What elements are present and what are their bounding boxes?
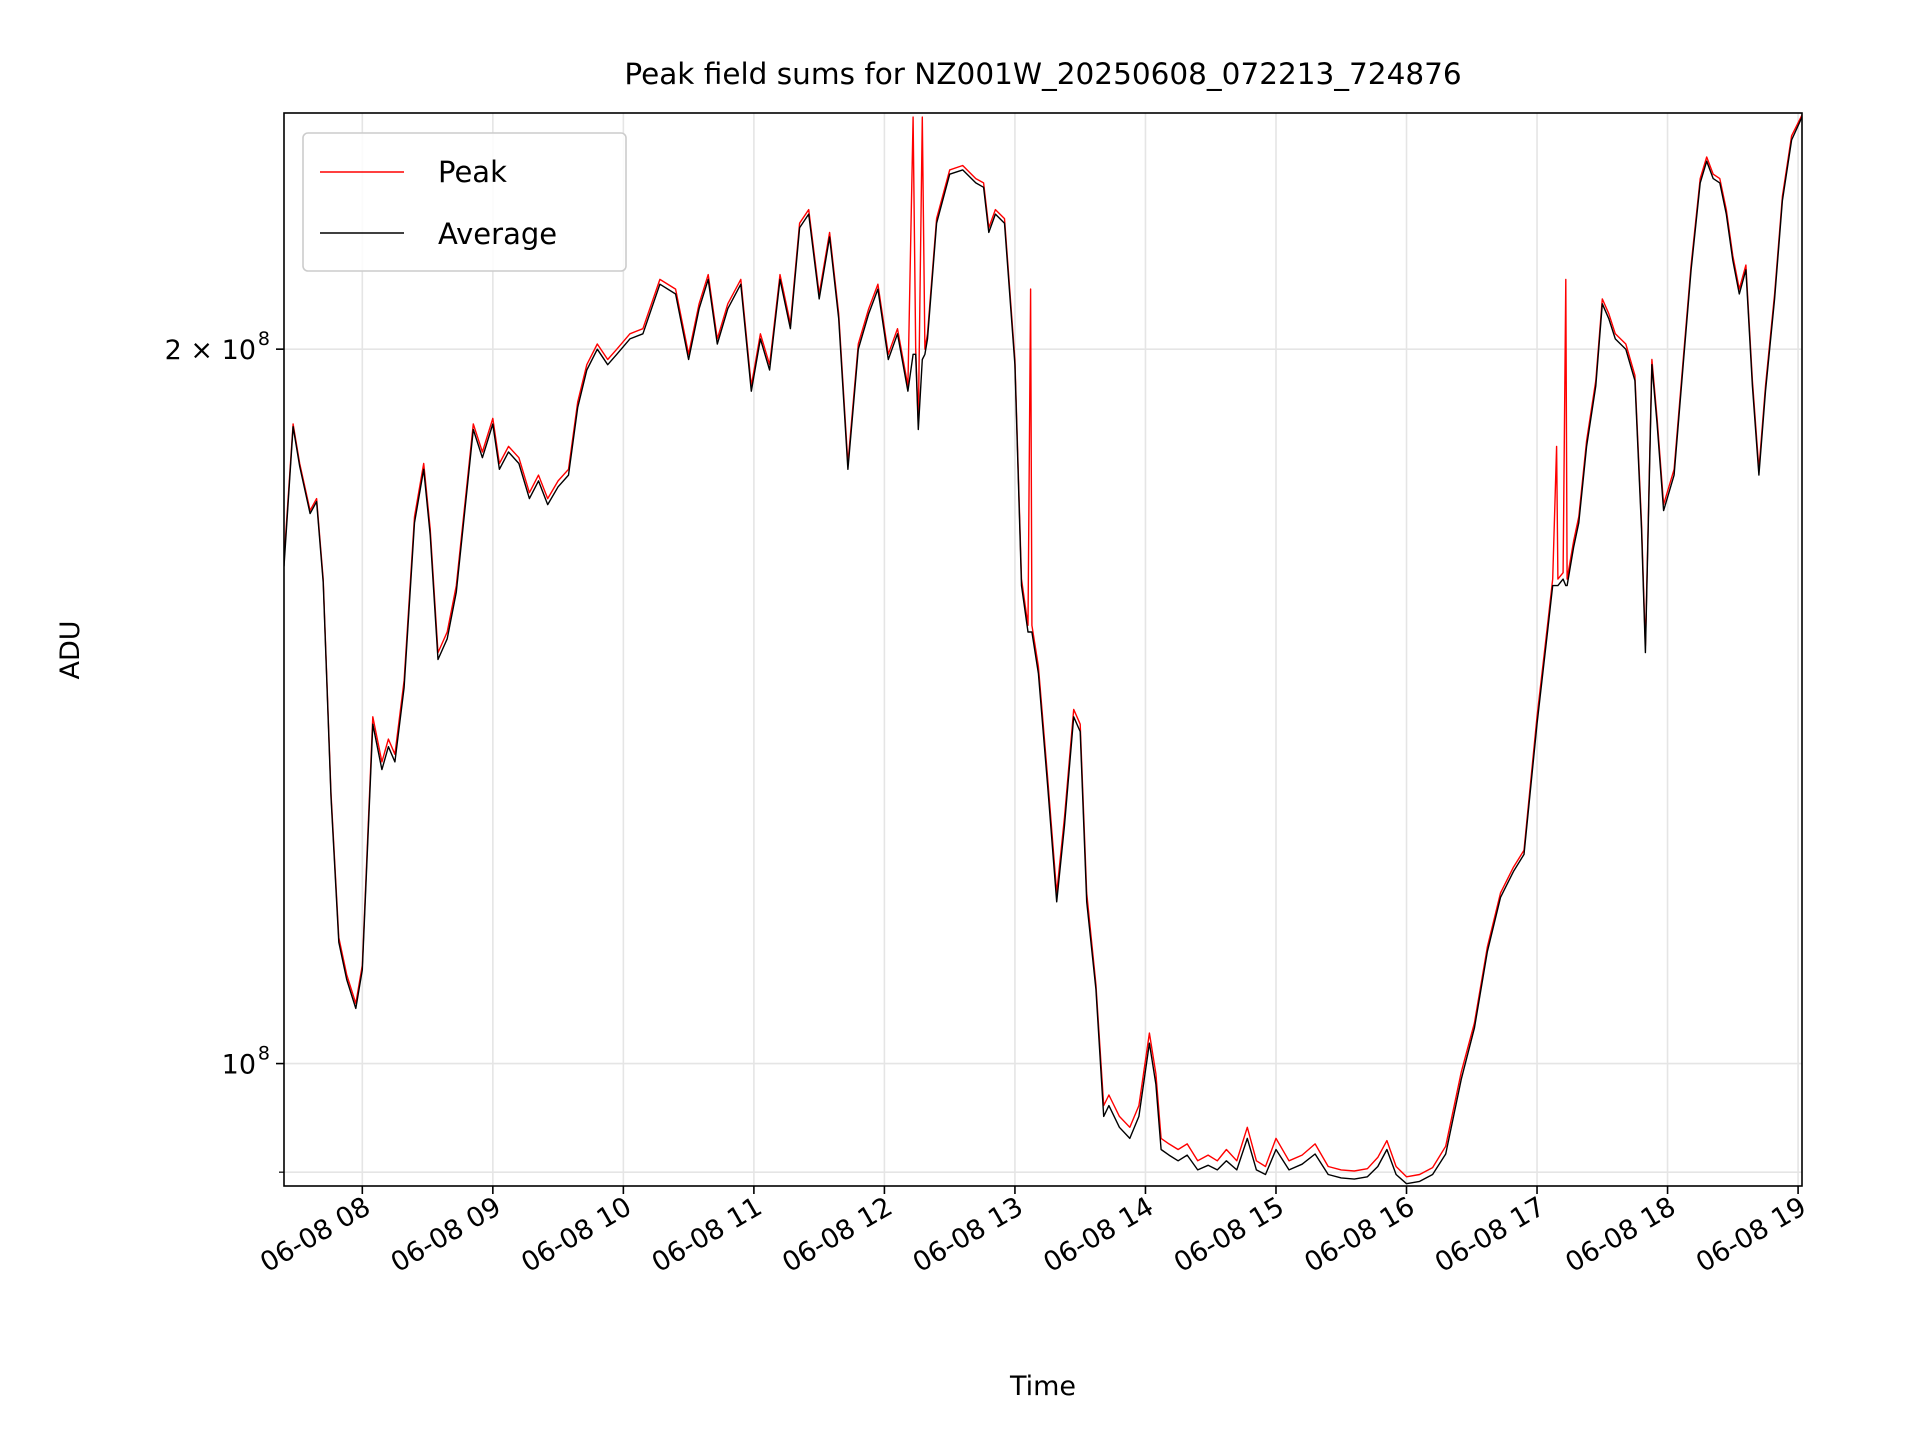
series-layer: [284, 114, 1802, 1185]
chart-title: Peak field sums for NZ001W_20250608_0722…: [624, 57, 1461, 91]
y-tick-label: 2 × 10: [165, 335, 256, 366]
y-tick-exponent: 8: [258, 328, 270, 350]
y-tick-exponent: 8: [258, 1043, 270, 1065]
y-axis-label: ADU: [55, 620, 86, 679]
grid-lines: [284, 113, 1802, 1186]
y-axis: 10 82 × 10 8: [165, 328, 284, 1173]
legend: Peak Average: [302, 132, 627, 272]
y-tick-label: 10: [222, 1050, 256, 1081]
legend-box: [302, 132, 627, 272]
series-line-average: [284, 116, 1802, 1185]
plot-frame: [283, 112, 1803, 1187]
legend-label-peak: Peak: [438, 155, 507, 189]
x-axis-label: Time: [1009, 1371, 1076, 1402]
legend-label-average: Average: [438, 217, 557, 251]
